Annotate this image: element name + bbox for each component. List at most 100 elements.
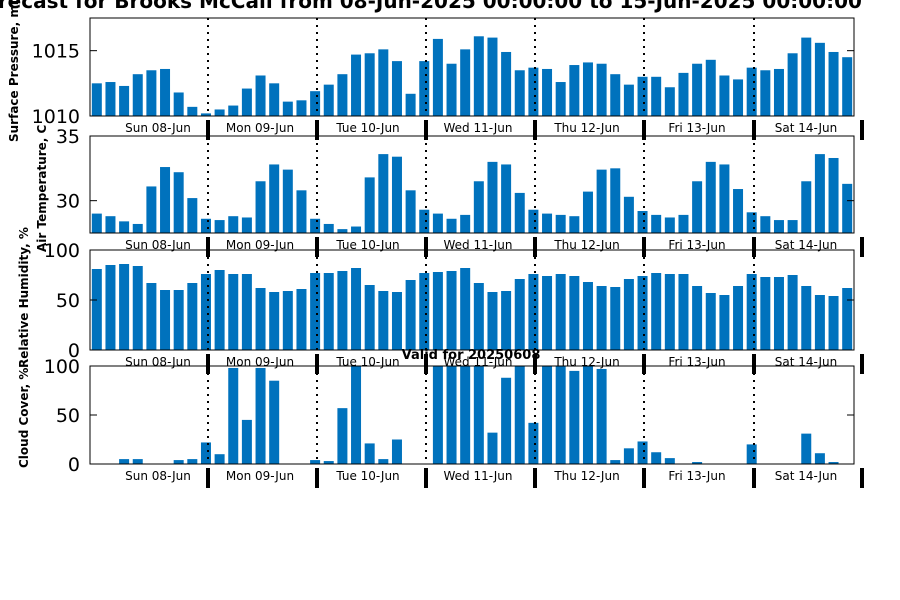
plot-frame (89, 17, 855, 117)
bar (787, 275, 798, 350)
bar (487, 37, 498, 116)
bar (828, 157, 839, 233)
bar (637, 441, 648, 464)
day-label: Wed 11-Jun (444, 469, 513, 483)
day-label: Fri 13-Jun (668, 469, 725, 483)
air-temperature-ylabel: Air Temperature, C (35, 124, 49, 252)
bar (255, 75, 266, 116)
bar (610, 168, 621, 233)
bar (119, 459, 130, 464)
bar (760, 216, 771, 233)
bar (678, 274, 689, 350)
bar (582, 62, 593, 116)
bar (473, 283, 484, 350)
bar (487, 432, 498, 464)
bar (119, 85, 130, 116)
bar (419, 273, 430, 350)
bar (760, 70, 771, 116)
bar (282, 169, 293, 233)
figure-title: ...st Forecast for Brooks McCall from 08… (0, 0, 862, 13)
day-label: Thu 12-Jun (553, 238, 619, 252)
bar (323, 273, 334, 350)
y-tick-label: 1010 (32, 106, 80, 128)
bar (391, 156, 402, 233)
bar (582, 282, 593, 350)
bar (105, 265, 116, 350)
bar (692, 63, 703, 116)
bar (391, 292, 402, 350)
y-tick-label: 100 (44, 240, 80, 262)
bar (228, 105, 239, 116)
bar (582, 366, 593, 464)
bar (351, 268, 362, 350)
bar (610, 460, 621, 464)
day-label: Thu 12-Jun (553, 469, 619, 483)
bar (105, 216, 116, 233)
bar (705, 293, 716, 350)
bar (760, 277, 771, 350)
bar (432, 213, 443, 233)
bar (364, 177, 375, 233)
bar (187, 283, 198, 350)
bar (842, 57, 853, 116)
bar (596, 368, 607, 464)
bar (746, 444, 757, 464)
bar (460, 49, 471, 116)
bar (91, 269, 102, 350)
bar (405, 280, 416, 350)
bar (596, 286, 607, 350)
relative-humidity-ylabel: Relative Humidity, % (17, 227, 31, 368)
bar (132, 459, 143, 464)
bar (228, 367, 239, 464)
bar (269, 380, 280, 464)
y-tick-label: 100 (44, 356, 80, 378)
day-label: Sun 08-Jun (125, 469, 191, 483)
bar (787, 220, 798, 233)
bar (323, 84, 334, 116)
bar (651, 452, 662, 464)
y-tick-label: 50 (56, 405, 80, 427)
bar (678, 214, 689, 233)
bar (623, 279, 634, 350)
plot-frame (89, 135, 855, 234)
bar (651, 273, 662, 350)
bar (787, 53, 798, 116)
bar (173, 460, 184, 464)
bar (514, 70, 525, 116)
day-label: Mon 09-Jun (226, 469, 294, 483)
bar (555, 82, 566, 116)
bar (542, 213, 553, 233)
bar (542, 366, 553, 464)
bar (460, 268, 471, 350)
bar (651, 214, 662, 233)
bar (200, 442, 211, 464)
bar (446, 218, 457, 233)
bar (241, 419, 252, 464)
bar (296, 100, 307, 116)
bar (651, 76, 662, 116)
bar (187, 459, 198, 464)
bar (814, 295, 825, 350)
bar (269, 83, 280, 116)
bar (623, 84, 634, 116)
bar (310, 91, 321, 116)
bar (610, 74, 621, 116)
bar (173, 172, 184, 233)
bar (323, 461, 334, 464)
bar (828, 296, 839, 350)
bar (214, 454, 225, 464)
bar (432, 366, 443, 464)
bar (446, 366, 457, 464)
bar (282, 101, 293, 116)
bar (569, 370, 580, 464)
bar (801, 286, 812, 350)
bar (337, 74, 348, 116)
bar (269, 292, 280, 350)
day-label: Sat 14-Jun (775, 469, 838, 483)
bar (746, 67, 757, 116)
bar (664, 217, 675, 233)
day-label: Mon 09-Jun (226, 238, 294, 252)
bar (555, 274, 566, 350)
bar (637, 211, 648, 233)
